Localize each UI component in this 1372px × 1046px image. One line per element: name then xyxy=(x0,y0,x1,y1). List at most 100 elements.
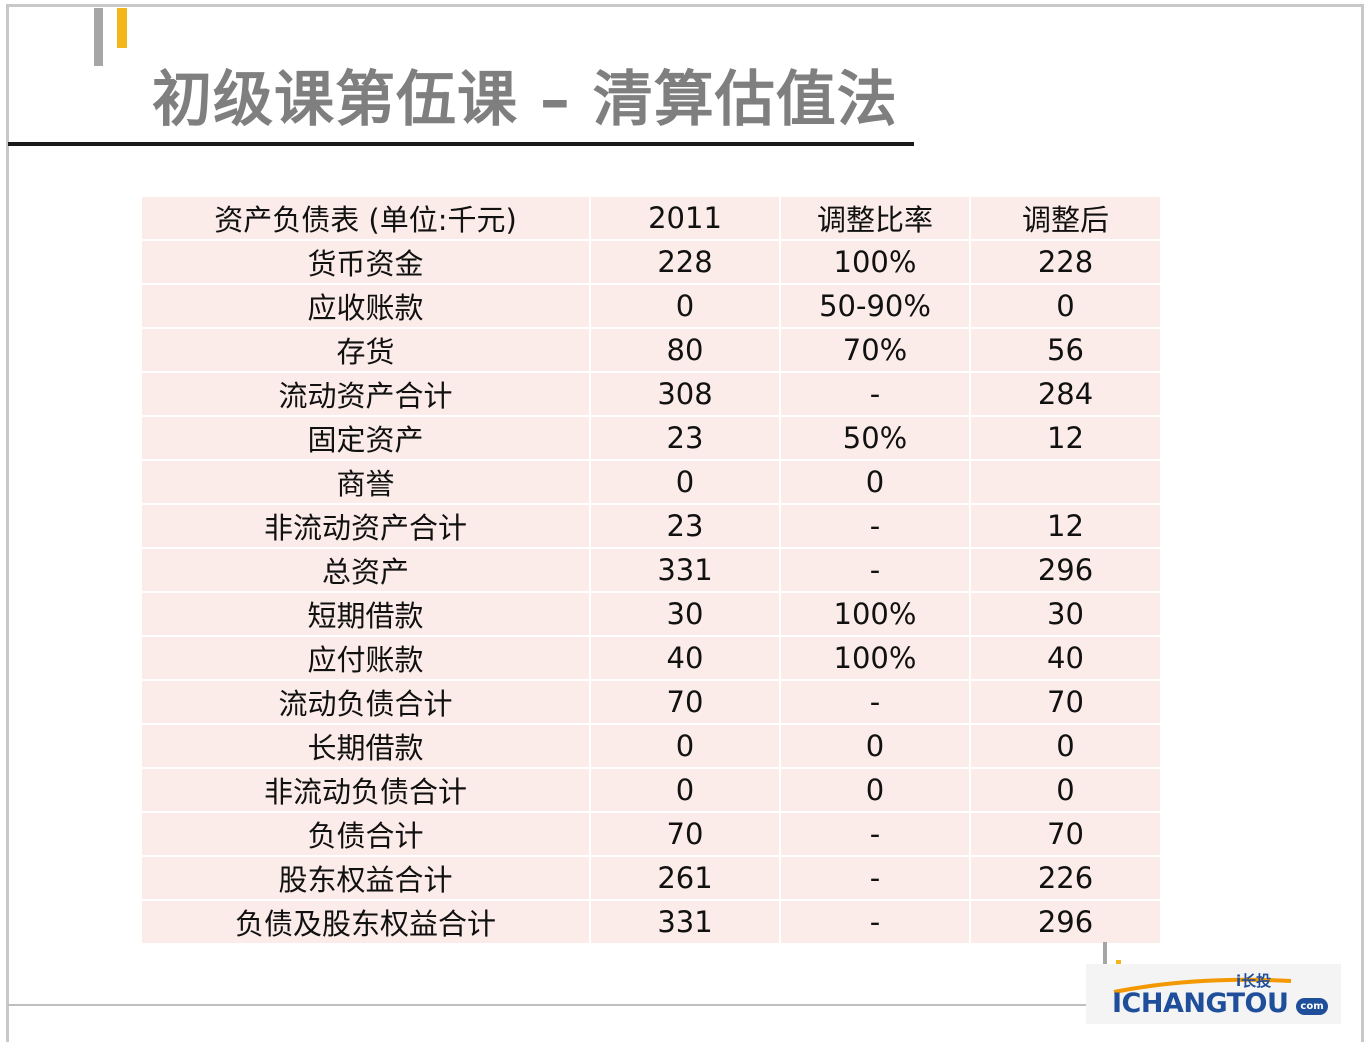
row-value-2011: 331 xyxy=(590,548,781,593)
row-adjusted-value: 226 xyxy=(970,856,1160,901)
table-row: 存货 80 70% 56 xyxy=(142,328,1160,373)
table-row: 固定资产 23 50% 12 xyxy=(142,416,1160,461)
row-adjust-ratio: 50% xyxy=(780,416,971,461)
table-row: 负债合计 70-70 xyxy=(142,812,1160,857)
row-value-2011: 0 xyxy=(590,724,781,769)
table-row: 负债及股东权益合计 331-296 xyxy=(142,900,1160,945)
logo-small-text: i长投 xyxy=(1236,972,1272,990)
row-adjust-ratio: - xyxy=(780,812,971,857)
slide-title: 初级课第伍课 – 清算估值法 xyxy=(152,65,898,135)
header-adjust-ratio: 调整比率 xyxy=(780,197,971,241)
header-adjusted: 调整后 xyxy=(970,197,1160,241)
header-year: 2011 xyxy=(590,197,781,241)
row-item: 存货 xyxy=(142,328,591,373)
table-row: 流动负债合计 70-70 xyxy=(142,680,1160,725)
title-accent-gray-bar xyxy=(94,8,103,66)
row-adjust-ratio: - xyxy=(780,900,971,945)
row-adjusted-value: 40 xyxy=(970,636,1160,681)
row-adjust-ratio: 100% xyxy=(780,636,971,681)
row-item: 流动资产合计 xyxy=(142,372,591,417)
table-row: 货币资金 228 100% 228 xyxy=(142,240,1160,285)
footer-accent-gray-bar xyxy=(1103,942,1107,964)
row-value-2011: 308 xyxy=(590,372,781,417)
row-adjust-ratio: - xyxy=(780,856,971,901)
row-adjusted-value: 70 xyxy=(970,680,1160,725)
row-value-2011: 261 xyxy=(590,856,781,901)
title-accent-yellow-bar xyxy=(117,8,127,48)
row-adjusted-value: 56 xyxy=(970,328,1160,373)
row-item: 应付账款 xyxy=(142,636,591,681)
row-adjusted-value: 0 xyxy=(970,724,1160,769)
table-row: 短期借款 30 100% 30 xyxy=(142,592,1160,637)
row-value-2011: 23 xyxy=(590,416,781,461)
row-adjusted-value: 296 xyxy=(970,900,1160,945)
table-row: 应付账款 40 100% 40 xyxy=(142,636,1160,681)
row-item: 短期借款 xyxy=(142,592,591,637)
table-row: 应收账款 0 50-90% 0 xyxy=(142,284,1160,329)
row-value-2011: 0 xyxy=(590,284,781,329)
row-adjust-ratio: 70% xyxy=(780,328,971,373)
ichangtou-logo: i长投 ICHANGTOU com xyxy=(1086,964,1341,1024)
row-adjust-ratio: - xyxy=(780,372,971,417)
row-value-2011: 0 xyxy=(590,768,781,813)
row-item: 货币资金 xyxy=(142,240,591,285)
row-adjust-ratio: 0 xyxy=(780,768,971,813)
footer-accent-yellow-dot xyxy=(1116,960,1121,965)
row-adjust-ratio: 0 xyxy=(780,724,971,769)
header-item: 资产负债表 (单位:千元) xyxy=(142,197,591,241)
row-value-2011: 80 xyxy=(590,328,781,373)
row-value-2011: 70 xyxy=(590,812,781,857)
table-body: 货币资金 228 100% 228 应收账款 0 50-90% 0 存货 80 70% 56 流动资产合… xyxy=(142,240,1160,945)
balance-sheet-table: 资产负债表 (单位:千元) 2011 调整比率 调整后 货币资金 228 100% 2… xyxy=(142,197,1160,945)
row-adjusted-value: 30 xyxy=(970,592,1160,637)
row-value-2011: 23 xyxy=(590,504,781,549)
row-item: 负债及股东权益合计 xyxy=(142,900,591,945)
row-value-2011: 0 xyxy=(590,460,781,505)
row-adjusted-value: 12 xyxy=(970,416,1160,461)
table-row: 非流动负债合计 0 0 0 xyxy=(142,768,1160,813)
table-row: 商誉 0 0 xyxy=(142,460,1160,505)
row-adjust-ratio: 100% xyxy=(780,240,971,285)
logo-swoosh-icon xyxy=(1113,977,1292,994)
row-adjust-ratio: 100% xyxy=(780,592,971,637)
row-value-2011: 228 xyxy=(590,240,781,285)
row-value-2011: 30 xyxy=(590,592,781,637)
row-adjust-ratio: 0 xyxy=(780,460,971,505)
row-item: 商誉 xyxy=(142,460,591,505)
row-adjusted-value: 296 xyxy=(970,548,1160,593)
row-adjusted-value: 228 xyxy=(970,240,1160,285)
row-adjusted-value: 12 xyxy=(970,504,1160,549)
logo-dotcom-badge: com xyxy=(1296,998,1328,1015)
row-adjusted-value: 0 xyxy=(970,768,1160,813)
table-row: 长期借款 0 0 0 xyxy=(142,724,1160,769)
row-value-2011: 70 xyxy=(590,680,781,725)
row-value-2011: 331 xyxy=(590,900,781,945)
table-row: 股东权益合计 261-226 xyxy=(142,856,1160,901)
table-row: 非流动资产合计 23-12 xyxy=(142,504,1160,549)
row-item: 流动负债合计 xyxy=(142,680,591,725)
row-adjusted-value: 70 xyxy=(970,812,1160,857)
logo-wordmark: ICHANGTOU xyxy=(1112,988,1289,1019)
row-item: 总资产 xyxy=(142,548,591,593)
row-item: 负债合计 xyxy=(142,812,591,857)
row-item: 非流动资产合计 xyxy=(142,504,591,549)
row-value-2011: 40 xyxy=(590,636,781,681)
row-item: 固定资产 xyxy=(142,416,591,461)
row-adjust-ratio: - xyxy=(780,548,971,593)
row-adjust-ratio: 50-90% xyxy=(780,284,971,329)
slide-frame xyxy=(6,4,1364,1042)
row-item: 应收账款 xyxy=(142,284,591,329)
row-adjusted-value: 284 xyxy=(970,372,1160,417)
row-item: 股东权益合计 xyxy=(142,856,591,901)
row-adjust-ratio: - xyxy=(780,680,971,725)
table-row: 流动资产合计 308-284 xyxy=(142,372,1160,417)
table-row: 总资产 331-296 xyxy=(142,548,1160,593)
row-item: 长期借款 xyxy=(142,724,591,769)
row-item: 非流动负债合计 xyxy=(142,768,591,813)
row-adjusted-value: 0 xyxy=(970,284,1160,329)
table-header-row: 资产负债表 (单位:千元) 2011 调整比率 调整后 xyxy=(142,197,1160,241)
title-underline xyxy=(8,142,914,146)
row-adjust-ratio: - xyxy=(780,504,971,549)
footer-divider xyxy=(8,1004,1088,1006)
row-adjusted-value xyxy=(970,460,1160,505)
